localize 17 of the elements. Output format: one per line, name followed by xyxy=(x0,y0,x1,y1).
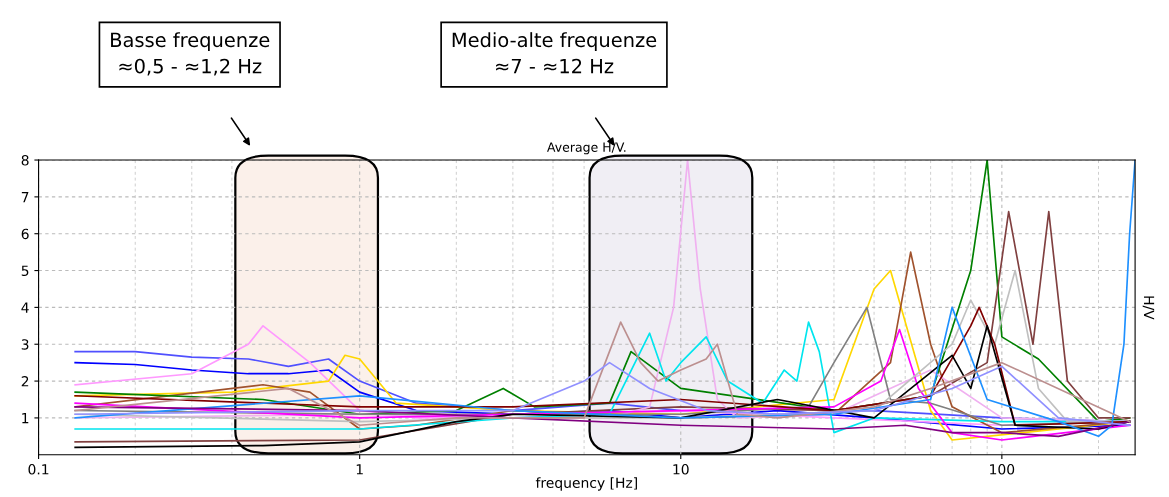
y-tick-label: 1 xyxy=(22,413,29,424)
y-tick-label: 3 xyxy=(21,339,29,350)
chart-title: Average H/V. xyxy=(547,142,626,155)
y-tick-label: 6 xyxy=(21,228,29,240)
y-tick-label: 4 xyxy=(21,302,29,313)
y-axis-title: H/V xyxy=(1142,296,1155,320)
y-tick-label: 2 xyxy=(21,376,29,387)
x-axis-title: frequency [Hz] xyxy=(535,477,637,491)
text: Medio-alte frequenze ≈7 - ≈12 Hz xyxy=(452,32,657,74)
y-tick-label: 7 xyxy=(21,192,29,203)
text: Basse frequenze ≈0,5 - ≈1,2 Hz xyxy=(111,32,270,76)
y-tick-label: 8 xyxy=(21,155,29,166)
y-tick-label: 5 xyxy=(21,265,29,277)
x-tick-label: 1 xyxy=(356,464,363,475)
x-tick-label: 100 xyxy=(990,464,1015,475)
x-tick-label: 10 xyxy=(673,464,689,475)
x-tick-label: 0.1 xyxy=(28,464,49,475)
